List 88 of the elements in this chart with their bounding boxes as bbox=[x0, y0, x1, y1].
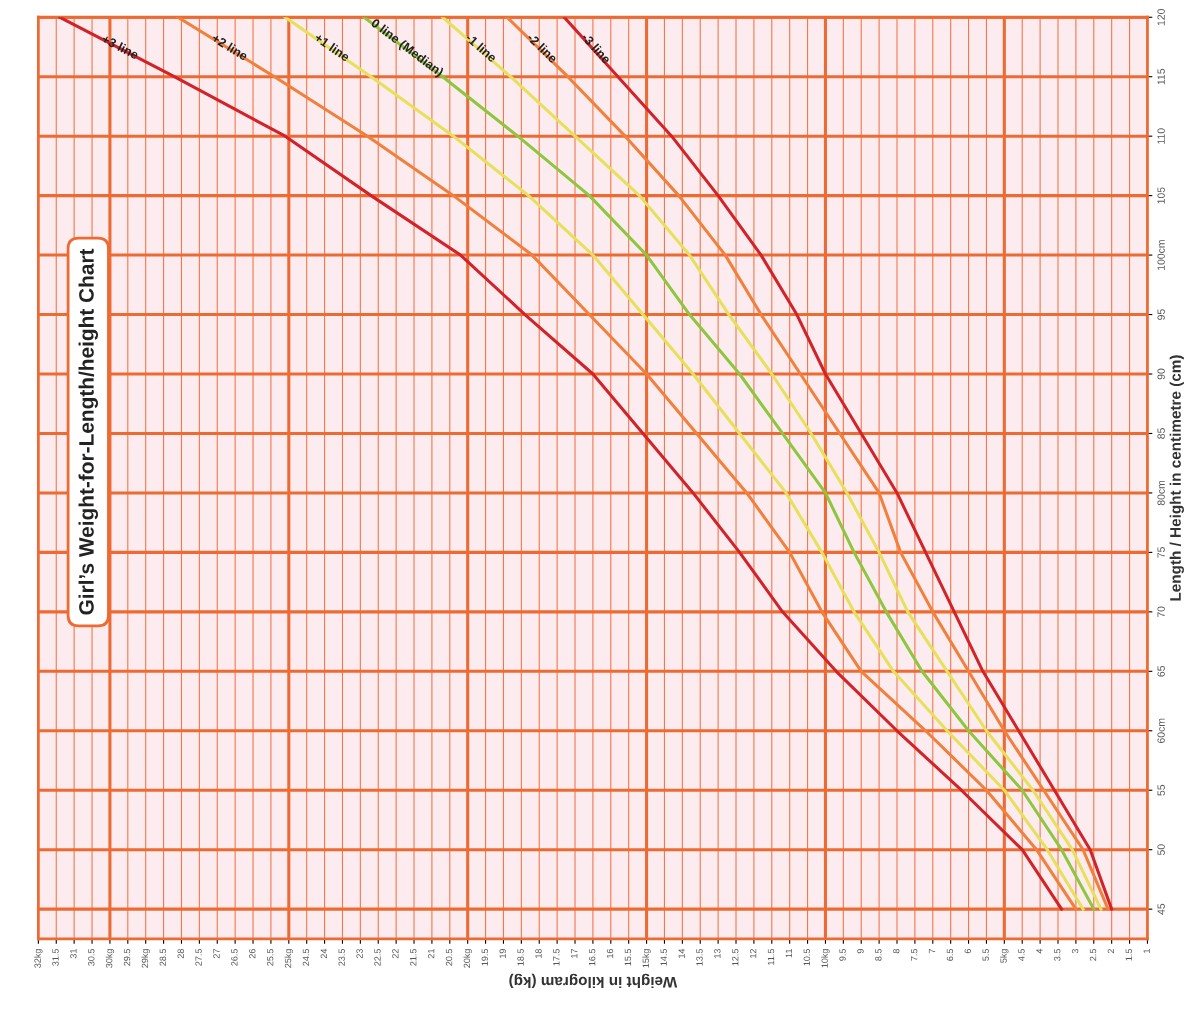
x-tick-label: 28 bbox=[177, 948, 184, 959]
x-tick-label: 29kg bbox=[141, 949, 150, 968]
x-tick-label: 23.5 bbox=[338, 948, 345, 966]
x-tick-label: 27 bbox=[213, 949, 220, 959]
x-tick-label: 2.5 bbox=[1089, 948, 1097, 961]
x-tick-label: 14 bbox=[678, 948, 685, 958]
x-tick-label: 24 bbox=[320, 948, 327, 959]
x-tick-label: 4.5 bbox=[1018, 948, 1025, 961]
text: +3 line bbox=[101, 33, 140, 60]
x-tick-label: 17 bbox=[571, 949, 578, 958]
x-tick-label: 30kg bbox=[105, 949, 115, 968]
x-tick-label: 27.5 bbox=[195, 948, 202, 966]
x-tick-label: 30.5 bbox=[88, 948, 95, 966]
x-tick-label: 26 bbox=[249, 948, 256, 959]
text: +1 line bbox=[313, 32, 351, 62]
x-tick-label: 3.5 bbox=[1054, 948, 1061, 961]
y-tick-label: 65 bbox=[1157, 665, 1165, 677]
x-tick-label: 16 bbox=[606, 948, 614, 958]
y-tick-label: 60cm bbox=[1157, 718, 1165, 743]
x-tick-label: 3 bbox=[1071, 948, 1079, 954]
y-tick-label: 45 bbox=[1157, 903, 1165, 915]
x-tick-label: 9.5 bbox=[839, 948, 846, 961]
y-tick-label: 110 bbox=[1157, 128, 1165, 144]
x-tick-label: 28.5 bbox=[159, 948, 167, 966]
x-tick-label: 21 bbox=[427, 949, 435, 959]
x-tick-label: 12 bbox=[749, 949, 757, 958]
x-tick-label: 10kg bbox=[821, 949, 830, 968]
x-tick-label: 12.5 bbox=[732, 948, 739, 966]
x-tick-label: 31.5 bbox=[52, 948, 59, 966]
x-tick-label: 2 bbox=[1107, 949, 1114, 954]
y-tick-label: 85 bbox=[1157, 428, 1165, 439]
x-tick-label: 29.5 bbox=[123, 948, 131, 966]
x-tick-label: 11.5 bbox=[767, 948, 775, 965]
x-tick-label: 9 bbox=[857, 949, 864, 954]
y-tick-label: 55 bbox=[1157, 784, 1165, 796]
x-tick-label: 11 bbox=[785, 949, 793, 958]
x-tick-label: 8 bbox=[893, 948, 900, 954]
x-tick-label: 4 bbox=[1036, 948, 1043, 954]
text: -2 line bbox=[526, 32, 559, 64]
x-tick-label: 10.5 bbox=[803, 948, 810, 966]
y-tick-label: 90 bbox=[1157, 368, 1165, 380]
y-tick-label: 115 bbox=[1157, 68, 1165, 85]
x-tick-label: 18.5 bbox=[517, 948, 524, 966]
text: -3 line bbox=[581, 32, 612, 65]
y-tick-label: 95 bbox=[1157, 309, 1165, 320]
x-tick-label: 19 bbox=[499, 949, 506, 958]
y-tick-label: 50 bbox=[1157, 844, 1165, 856]
x-tick-label: 5.5 bbox=[982, 948, 989, 961]
x-tick-label: 19.5 bbox=[481, 948, 488, 966]
y-tick-label: 100cm bbox=[1157, 240, 1165, 270]
x-tick-label: 6.5 bbox=[946, 948, 954, 961]
x-tick-label: 25kg bbox=[284, 949, 294, 968]
x-tick-label: 1 bbox=[1143, 949, 1150, 953]
text: Girl’s Weight-for-Length/height Chart bbox=[78, 248, 99, 615]
x-tick-label: 6 bbox=[964, 948, 971, 954]
x-tick-label: 21.5 bbox=[410, 948, 417, 966]
text: -1 line bbox=[465, 32, 498, 63]
x-tick-label: 23 bbox=[356, 948, 363, 959]
x-tick-label: 32kg bbox=[34, 949, 43, 968]
x-tick-label: 25.5 bbox=[266, 948, 274, 966]
x-axis-title: Weight in kilogram (kg) bbox=[509, 973, 678, 989]
x-tick-label: 13 bbox=[714, 948, 721, 958]
x-tick-label: 22.5 bbox=[374, 948, 381, 966]
x-tick-label: 20.5 bbox=[445, 948, 453, 966]
x-tick-label: 5kg bbox=[1000, 949, 1009, 963]
x-tick-label: 20kg bbox=[463, 949, 472, 968]
x-tick-label: 15kg bbox=[642, 949, 651, 968]
x-tick-label: 13.5 bbox=[696, 948, 703, 966]
x-tick-label: 22 bbox=[392, 949, 399, 959]
y-tick-label: 120 bbox=[1157, 8, 1165, 26]
y-tick-label: 105 bbox=[1157, 187, 1165, 204]
x-tick-label: 24.5 bbox=[302, 948, 310, 966]
x-tick-label: 16.5 bbox=[588, 948, 596, 966]
x-tick-label: 15.5 bbox=[624, 948, 632, 966]
y-tick-label: 70 bbox=[1157, 606, 1165, 618]
y-tick-label: 75 bbox=[1157, 547, 1165, 558]
x-tick-label: 8.5 bbox=[875, 948, 882, 961]
x-tick-label: 14.5 bbox=[660, 948, 667, 966]
x-tick-label: 7.5 bbox=[911, 948, 918, 961]
y-axis-title: Length / Height in centimetre (cm) bbox=[1169, 355, 1184, 601]
text: +2 line bbox=[211, 32, 249, 61]
x-tick-label: 1.5 bbox=[1125, 948, 1132, 961]
x-tick-label: 18 bbox=[535, 948, 542, 958]
x-tick-label: 31 bbox=[70, 949, 77, 959]
x-tick-label: 17.5 bbox=[553, 948, 560, 966]
x-tick-label: 7 bbox=[928, 949, 936, 954]
y-tick-label: 80cm bbox=[1157, 480, 1165, 506]
x-tick-label: 26.5 bbox=[231, 948, 238, 966]
